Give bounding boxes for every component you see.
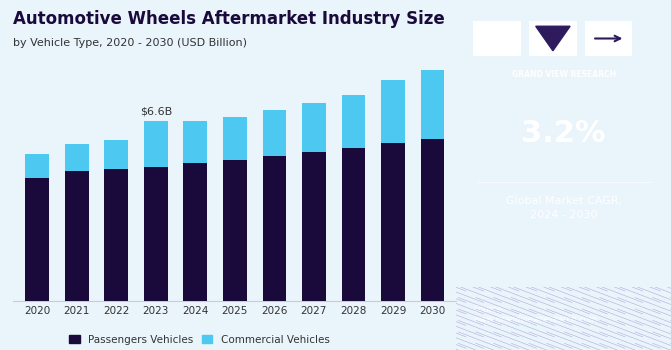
Polygon shape — [535, 26, 570, 51]
Legend: Passengers Vehicles, Commercial Vehicles: Passengers Vehicles, Commercial Vehicles — [69, 335, 329, 345]
Bar — [105, 169, 128, 301]
FancyBboxPatch shape — [585, 21, 632, 56]
Bar — [302, 152, 326, 301]
Bar — [223, 117, 247, 160]
Bar — [25, 178, 49, 301]
Bar — [421, 70, 444, 139]
Bar — [223, 160, 247, 301]
Bar — [381, 80, 405, 143]
Bar — [105, 140, 128, 169]
Bar — [262, 156, 287, 301]
Text: Global Market CAGR,
2024 - 2030: Global Market CAGR, 2024 - 2030 — [506, 196, 621, 220]
Bar — [65, 144, 89, 171]
Bar — [421, 139, 444, 301]
Text: 3.2%: 3.2% — [521, 119, 606, 147]
Bar — [342, 95, 365, 148]
Bar — [25, 154, 49, 178]
Bar — [302, 103, 326, 152]
Bar — [262, 110, 287, 156]
Bar — [183, 163, 207, 301]
Text: $6.6B: $6.6B — [140, 107, 172, 117]
Text: Source:
www.grandviewresearch.com: Source: www.grandviewresearch.com — [474, 304, 597, 324]
Bar — [183, 121, 207, 163]
Text: by Vehicle Type, 2020 - 2030 (USD Billion): by Vehicle Type, 2020 - 2030 (USD Billio… — [13, 38, 248, 49]
Text: Automotive Wheels Aftermarket Industry Size: Automotive Wheels Aftermarket Industry S… — [13, 10, 445, 28]
Bar — [65, 171, 89, 301]
FancyBboxPatch shape — [474, 21, 521, 56]
Bar — [381, 143, 405, 301]
FancyBboxPatch shape — [529, 21, 576, 56]
Bar — [144, 121, 168, 167]
Bar — [144, 167, 168, 301]
Text: GRAND VIEW RESEARCH: GRAND VIEW RESEARCH — [511, 70, 616, 79]
Bar — [342, 148, 365, 301]
